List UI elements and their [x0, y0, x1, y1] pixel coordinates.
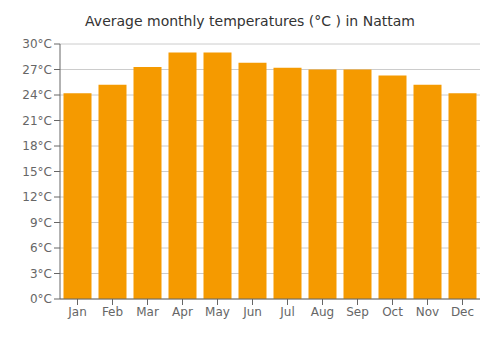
svg-text:3°C: 3°C — [30, 267, 52, 281]
svg-text:Nov: Nov — [416, 305, 439, 319]
svg-text:Mar: Mar — [136, 305, 159, 319]
svg-text:Jun: Jun — [242, 305, 262, 319]
svg-text:18°C: 18°C — [22, 139, 52, 153]
svg-text:Jul: Jul — [279, 305, 294, 319]
svg-text:Feb: Feb — [102, 305, 123, 319]
html-text:Average monthly temperatures (: Average monthly temperatures (°C ) in Na… — [85, 13, 415, 29]
svg-text:12°C: 12°C — [22, 190, 52, 204]
svg-text:15°C: 15°C — [22, 165, 52, 179]
svg-text:Aug: Aug — [311, 305, 334, 319]
svg-text:21°C: 21°C — [22, 114, 52, 128]
svg-text:27°C: 27°C — [22, 63, 52, 77]
svg-text:Dec: Dec — [451, 305, 474, 319]
svg-text:May: May — [205, 305, 230, 319]
svg-text:30°C: 30°C — [22, 37, 52, 51]
svg-text:24°C: 24°C — [22, 88, 52, 102]
svg-text:0°C: 0°C — [30, 292, 52, 306]
svg-text:Apr: Apr — [172, 305, 193, 319]
svg-text:9°C: 9°C — [30, 216, 52, 230]
svg-text:6°C: 6°C — [30, 241, 52, 255]
svg-text:Oct: Oct — [382, 305, 403, 319]
svg-text:Jan: Jan — [67, 305, 87, 319]
svg-text:Sep: Sep — [346, 305, 369, 319]
